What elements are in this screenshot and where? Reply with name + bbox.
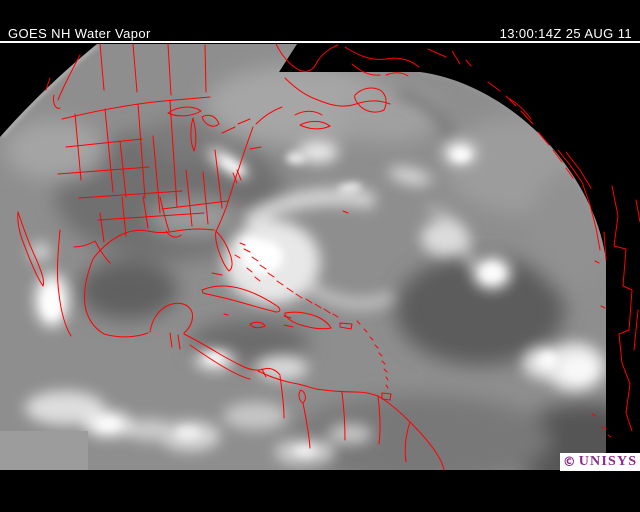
image-title: GOES NH Water Vapor [8, 26, 151, 41]
header-divider [0, 41, 640, 43]
map-us-states [57, 100, 283, 276]
unisys-logo: © UNISYS [560, 453, 640, 471]
data-fill-patch [0, 431, 88, 470]
map-canada [45, 43, 472, 130]
map-overlay [17, 43, 640, 471]
cloud-bright-cores [43, 149, 593, 456]
logo-text: UNISYS [578, 454, 638, 469]
header-bar: GOES NH Water Vapor 13:00:14Z 25 AUG 11 [0, 0, 640, 41]
map-mexico-central-america [17, 211, 281, 380]
map-caribbean [201, 210, 392, 401]
map-south-america [257, 368, 445, 471]
image-timestamp: 13:00:14Z 25 AUG 11 [499, 26, 632, 41]
earth-disk [0, 44, 606, 470]
copyright-icon: © [562, 454, 576, 470]
map-atlantic-europe-africa [487, 81, 640, 438]
